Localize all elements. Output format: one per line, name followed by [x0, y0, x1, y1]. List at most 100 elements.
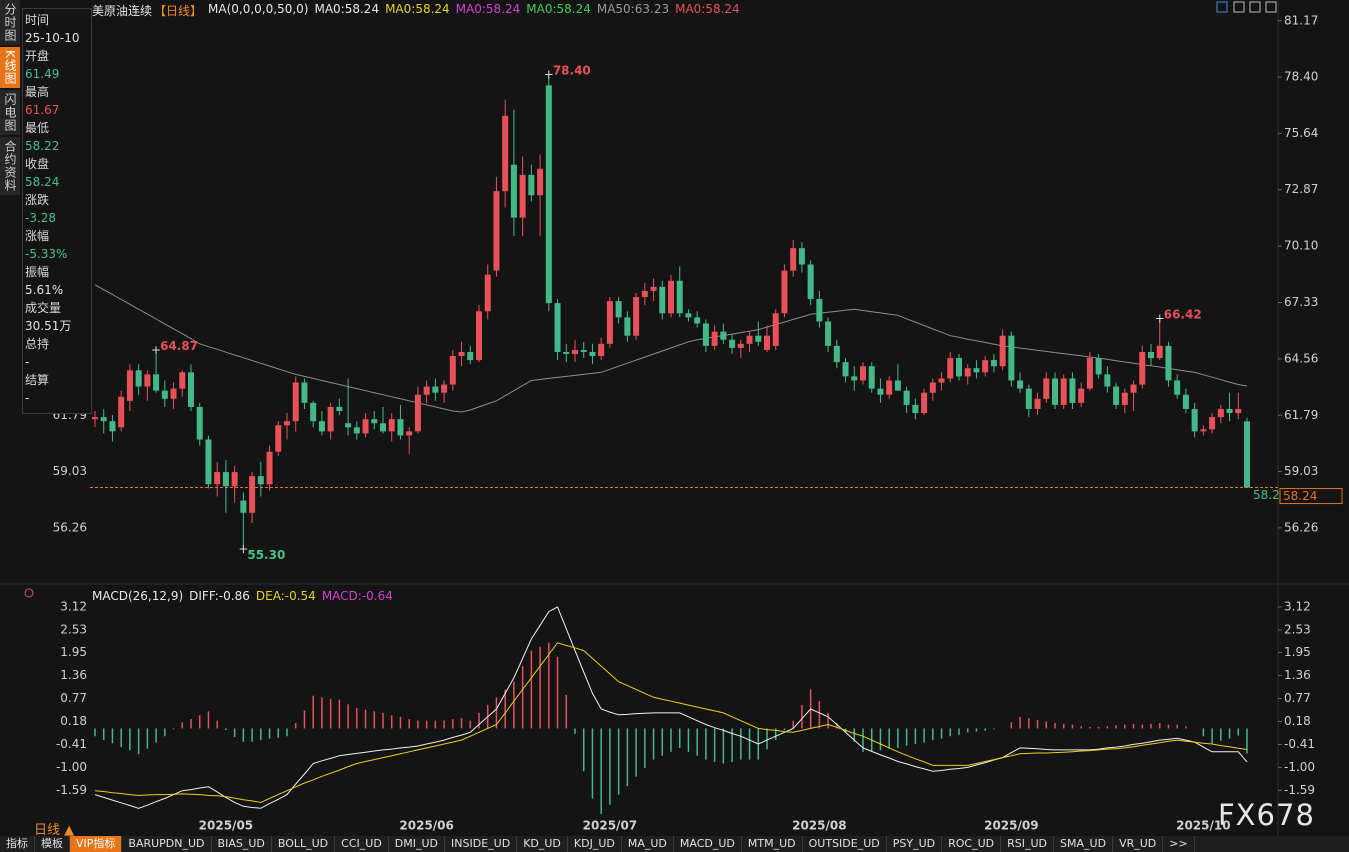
candle-body [240, 500, 247, 513]
candle-body [982, 360, 989, 373]
toolbar-icons[interactable] [1216, 1, 1277, 13]
toolbar-tab[interactable]: VR_UD [1113, 836, 1164, 852]
y-tick-label: -0.41 [1284, 737, 1315, 751]
toolbar-tab[interactable]: BIAS_UD [212, 836, 272, 852]
candle-body [1156, 345, 1163, 359]
info-value: 61.49 [25, 67, 60, 81]
toolbar-tab[interactable]: ROC_UD [942, 836, 1002, 852]
toolbar-tab[interactable]: MA_UD [622, 836, 674, 852]
toolbar-tab[interactable]: >> [1163, 836, 1195, 852]
candle-body [1095, 358, 1102, 375]
toolbar-tab[interactable]: KD_UD [517, 836, 568, 852]
toolbar-tab[interactable]: OUTSIDE_UD [803, 836, 887, 852]
candle-body [563, 351, 570, 355]
icon[interactable] [1216, 1, 1228, 13]
icon[interactable] [1233, 1, 1245, 13]
y-tick-label: 59.03 [1284, 464, 1318, 478]
info-label: 时间 [25, 13, 50, 27]
y-tick-label: 78.40 [1284, 70, 1318, 84]
candle-body [188, 372, 194, 407]
candle-body [423, 386, 430, 395]
toolbar-tab[interactable]: MTM_UD [742, 836, 803, 852]
candle-body [135, 370, 142, 387]
toolbar-tab[interactable]: PSY_UD [887, 836, 943, 852]
candle-body [449, 356, 456, 385]
y-tick-label-left: 1.36 [60, 668, 87, 682]
toolbar-tab[interactable]: BOLL_UD [272, 836, 336, 852]
candle-body [205, 439, 212, 485]
info-label: 最低 [25, 121, 50, 135]
candle-body [868, 366, 875, 389]
toolbar-tab[interactable]: MACD_UD [674, 836, 742, 852]
candle-body [659, 286, 666, 314]
candle-body [790, 248, 797, 271]
candle-body [275, 425, 282, 452]
info-panel: 时间 25-10-10 开盘 61.49 最高 61.67 最低 58.22 收盘 58.24 涨跌… [22, 8, 92, 414]
sidebar-tab[interactable]: K线图 [0, 47, 20, 88]
candle-body [1217, 408, 1224, 418]
macd-icon[interactable] [24, 588, 34, 598]
info-value: 25-10-10 [25, 31, 80, 45]
info-label: 涨跌 [25, 193, 50, 207]
candle-body [772, 313, 779, 346]
candle-body [458, 351, 465, 357]
toolbar-tab[interactable]: SMA_UD [1054, 836, 1114, 852]
candle-body [1008, 335, 1015, 381]
toolbar-tab[interactable]: VIP指标 [70, 836, 123, 852]
y-tick-label: 70.10 [1284, 239, 1318, 253]
candle-body [755, 335, 762, 342]
info-value: 58.24 [25, 175, 60, 189]
candle-body [284, 421, 290, 426]
candle-body [746, 335, 753, 344]
y-tick-label: 0.18 [1284, 714, 1311, 728]
sidebar-tab[interactable]: 合约资料 [0, 136, 20, 195]
candle-body [406, 431, 413, 436]
candle-body [1130, 384, 1137, 393]
period-switch[interactable]: 日线 ▲ [34, 823, 75, 838]
candle-body [327, 406, 334, 432]
y-tick-label-left: 59.03 [53, 464, 87, 478]
candle-body [912, 404, 919, 414]
candle-body [388, 419, 395, 432]
x-tick-label: 2025/06 [399, 819, 453, 833]
icon[interactable] [1265, 1, 1277, 13]
toolbar-tab[interactable]: RSI_UD [1001, 836, 1055, 852]
candle-body [371, 419, 378, 424]
legend-entry: DEA:-0.54 [255, 589, 316, 603]
ma50-line [94, 284, 1248, 413]
sidebar-tab[interactable]: 分时图 [0, 0, 20, 45]
toolbar-tab[interactable]: CCI_UD [335, 836, 389, 852]
candle-body [1200, 429, 1207, 432]
legend-entry: MA0:58.24 [526, 2, 591, 16]
macd-line [94, 642, 1248, 803]
toolbar-tab[interactable]: DMI_UD [389, 836, 446, 852]
toolbar-tab[interactable]: 指标 [0, 836, 35, 852]
extreme-marker: + [1155, 312, 1165, 326]
legend-entry: MA0:58.24 [385, 2, 450, 16]
candle-body [956, 358, 962, 377]
toolbar-tab[interactable]: 模板 [35, 836, 70, 852]
toolbar-tab[interactable]: BARUPDN_UD [122, 836, 212, 852]
y-tick-label: 72.87 [1284, 182, 1318, 196]
candle-body [1043, 378, 1050, 399]
info-value: -5.33% [25, 247, 68, 261]
toolbar-tab[interactable]: INSIDE_UD [445, 836, 518, 852]
sidebar-tab[interactable]: 闪电图 [0, 89, 20, 135]
info-label: 结算 [25, 373, 50, 387]
macd-header: MACD(26,12,9) DIFF:-0.86 DEA:-0.54 MACD:-0… [92, 589, 393, 603]
y-tick-label: -1.59 [1284, 783, 1315, 797]
candle-body [467, 351, 474, 361]
candle-body [493, 191, 500, 271]
toolbar-tab[interactable]: KDJ_UD [568, 836, 622, 852]
candle-body [615, 301, 622, 318]
y-tick-label-left: 3.12 [60, 599, 87, 613]
extreme-label: 55.30 [247, 548, 285, 562]
icon[interactable] [1249, 1, 1261, 13]
y-tick-label: 3.12 [1284, 599, 1311, 613]
period[interactable]: 【日线】 [154, 4, 203, 18]
x-tick-label: 2025/10 [1176, 819, 1230, 833]
candle-body [676, 280, 683, 314]
candle-body [798, 248, 805, 265]
candle-body [877, 388, 884, 395]
y-tick-label: 0.77 [1284, 691, 1311, 705]
